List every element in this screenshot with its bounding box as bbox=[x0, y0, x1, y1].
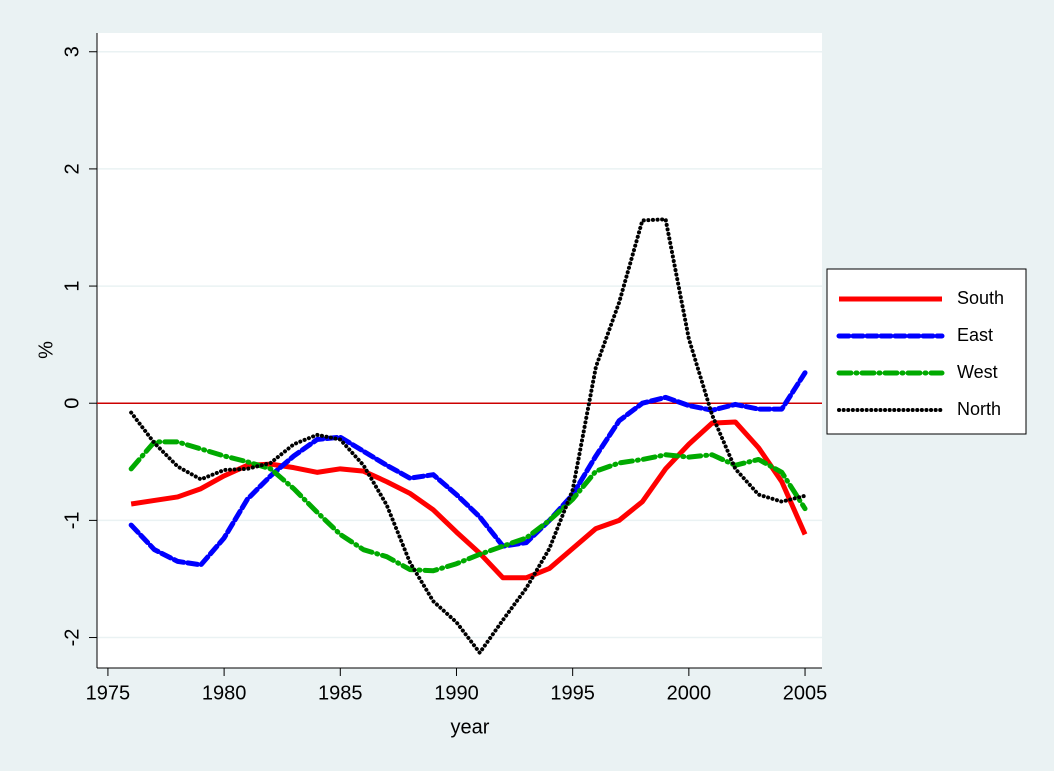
x-tick-label: 1995 bbox=[550, 682, 595, 704]
y-tick-label: 0 bbox=[61, 398, 83, 409]
x-tick-label: 1975 bbox=[86, 682, 131, 704]
legend-label: West bbox=[957, 362, 998, 382]
series-line bbox=[128, 370, 808, 568]
y-tick-label: 2 bbox=[61, 163, 83, 174]
y-tick-label: -1 bbox=[61, 511, 83, 529]
x-axis-title: year bbox=[451, 716, 490, 738]
legend-label: North bbox=[957, 399, 1001, 419]
legend-label: East bbox=[957, 325, 993, 345]
x-tick-label: 1980 bbox=[202, 682, 247, 704]
y-tick-label: -2 bbox=[61, 629, 83, 647]
y-tick-label: 3 bbox=[61, 46, 83, 57]
legend-label: South bbox=[957, 288, 1004, 308]
y-tick-label: 1 bbox=[61, 281, 83, 292]
x-tick-label: 2000 bbox=[667, 682, 712, 704]
series-line bbox=[128, 439, 808, 574]
y-axis-title: % bbox=[35, 341, 57, 359]
plot-area bbox=[97, 33, 822, 668]
x-tick-label: 2005 bbox=[783, 682, 828, 704]
x-tick-label: 1990 bbox=[434, 682, 479, 704]
x-tick-label: 1985 bbox=[318, 682, 363, 704]
series-line bbox=[129, 217, 808, 655]
